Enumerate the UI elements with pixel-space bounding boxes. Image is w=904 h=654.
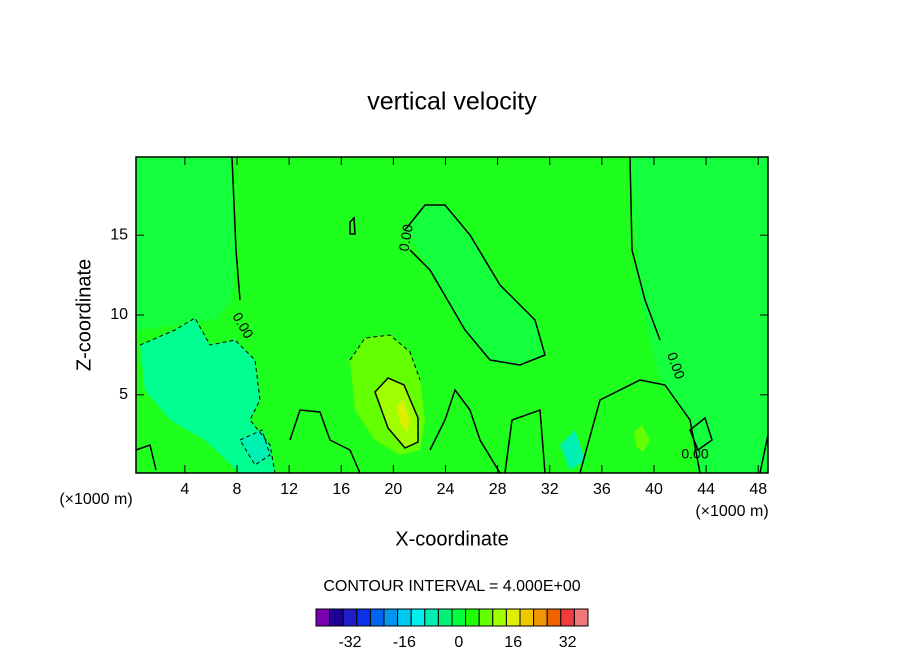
colorbar-box — [451, 608, 467, 627]
colorbar-box — [465, 608, 480, 627]
x-tick-label: 12 — [280, 481, 298, 498]
colorbar-box — [329, 608, 344, 627]
contour-lines — [135, 156, 769, 474]
contour-label: 0.00 — [395, 223, 416, 253]
colorbar-tick-label: -16 — [393, 634, 416, 651]
colorbar-box — [546, 608, 562, 627]
colorbar-box — [315, 608, 331, 627]
colorbar-box — [573, 608, 589, 627]
y-axis-label: Z-coordinate — [73, 259, 95, 371]
contour-label: 0.00 — [681, 446, 708, 462]
chart-title: vertical velocity — [367, 88, 537, 116]
x-tick-label: 28 — [489, 481, 507, 498]
colorbar-box — [492, 608, 507, 627]
x-tick-label: 44 — [697, 481, 715, 498]
colorbar-box — [424, 608, 439, 627]
colorbar-box — [356, 608, 371, 627]
x-tick-label: 24 — [437, 481, 455, 498]
x-unit: (×1000 m) — [695, 503, 768, 520]
x-tick-label: 32 — [541, 481, 559, 498]
x-tick-label: 4 — [180, 481, 189, 498]
contour-field — [136, 157, 768, 473]
colorbar-tick-label: 32 — [559, 634, 577, 651]
colorbar-box — [560, 608, 575, 627]
y-tick-label: 15 — [110, 226, 128, 243]
colorbar-tick-label: 16 — [504, 634, 522, 651]
x-tick-label: 20 — [384, 481, 402, 498]
x-tick-label: 36 — [593, 481, 611, 498]
colorbar-box — [505, 608, 521, 627]
x-axis-label: X-coordinate — [395, 528, 508, 550]
contour-interval: CONTOUR INTERVAL = 4.000E+00 — [323, 578, 580, 595]
x-tick-label: 48 — [749, 481, 767, 498]
colorbar-box — [397, 608, 412, 627]
colorbar-box — [342, 608, 358, 627]
colorbar-box — [519, 608, 535, 627]
colorbar-box — [437, 608, 453, 627]
x-tick-label: 40 — [645, 481, 663, 498]
colorbar-tick-label: -32 — [338, 634, 361, 651]
colorbar-box — [369, 608, 385, 627]
colorbar-box — [410, 608, 426, 627]
colorbar-box — [478, 608, 494, 627]
x-tick-label: 8 — [233, 481, 242, 498]
y-tick-label: 5 — [119, 386, 128, 403]
x-unit: (×1000 m) — [59, 491, 132, 508]
y-tick-label: 10 — [110, 306, 128, 323]
colorbar-box — [383, 608, 399, 627]
colorbar-tick-label: 0 — [454, 634, 463, 651]
colorbar-box — [533, 608, 548, 627]
x-tick-label: 16 — [332, 481, 350, 498]
